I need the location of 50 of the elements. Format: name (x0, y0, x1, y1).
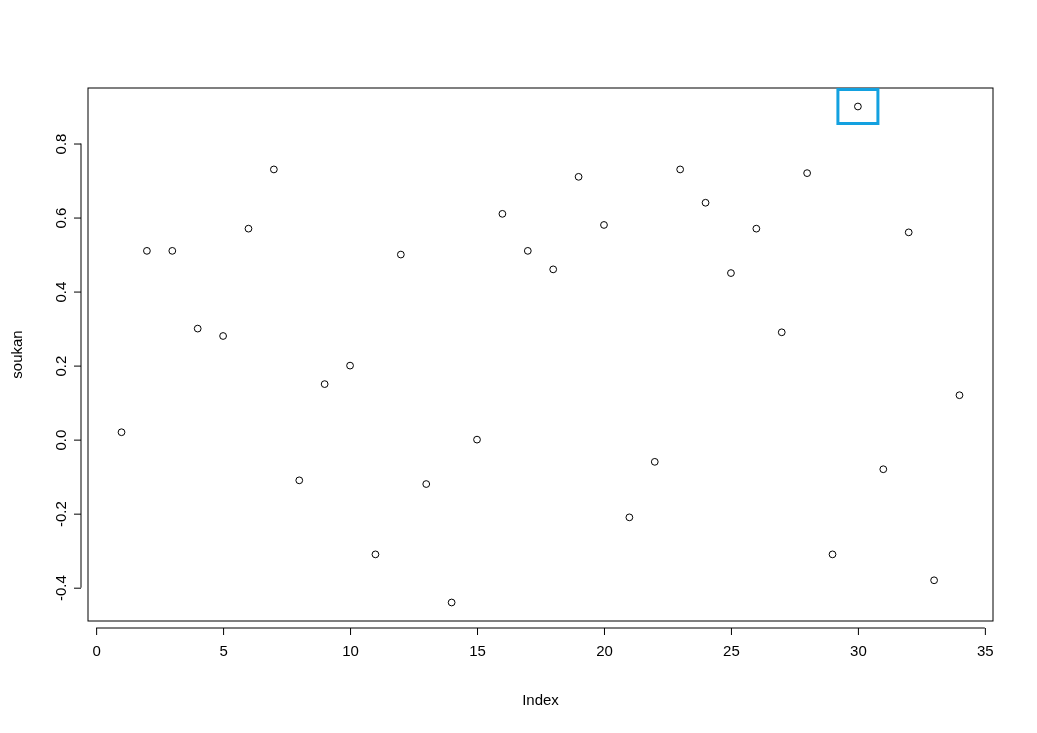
x-tick-label: 0 (92, 642, 101, 659)
point (523, 246, 532, 255)
y-tick-label: 0.2 (52, 355, 69, 377)
point (219, 332, 227, 340)
point (498, 209, 507, 218)
point (117, 428, 126, 437)
point (320, 380, 329, 388)
point (371, 550, 380, 559)
point (625, 513, 634, 522)
point (574, 172, 583, 181)
x-axis-title: Index (522, 691, 560, 708)
point (422, 480, 431, 488)
x-tick-label: 30 (850, 642, 867, 659)
point (295, 476, 304, 485)
point (676, 165, 685, 174)
point (650, 457, 659, 466)
point (904, 228, 913, 237)
x-tick-label: 15 (469, 642, 486, 659)
x-tick-label: 20 (596, 642, 613, 659)
point (930, 576, 938, 585)
x-tick-label: 25 (723, 642, 740, 659)
point (473, 435, 481, 444)
point (143, 246, 151, 255)
x-tick-label: 10 (342, 642, 359, 659)
x-tick-label: 35 (977, 642, 994, 659)
point (447, 598, 456, 607)
point (701, 198, 710, 207)
y-tick-label: -0.4 (52, 575, 69, 602)
y-tick-label: -0.2 (52, 501, 69, 528)
point (244, 224, 253, 233)
y-tick-label: 0.0 (52, 429, 69, 451)
y-axis-title: soukan (8, 330, 25, 379)
point (727, 269, 735, 277)
y-tick-label: 0.4 (52, 281, 69, 303)
point (549, 265, 558, 274)
point (396, 250, 405, 259)
point (600, 221, 608, 229)
point (803, 169, 812, 178)
point (168, 246, 177, 255)
point (193, 324, 202, 333)
point (955, 391, 964, 400)
point (269, 165, 278, 174)
point (752, 224, 761, 233)
point (879, 465, 888, 474)
point (346, 361, 354, 370)
point (777, 328, 786, 337)
y-tick-label: 0.6 (52, 207, 69, 229)
x-tick-label: 5 (219, 642, 228, 659)
point (828, 550, 837, 559)
y-tick-label: 0.8 (52, 133, 69, 155)
